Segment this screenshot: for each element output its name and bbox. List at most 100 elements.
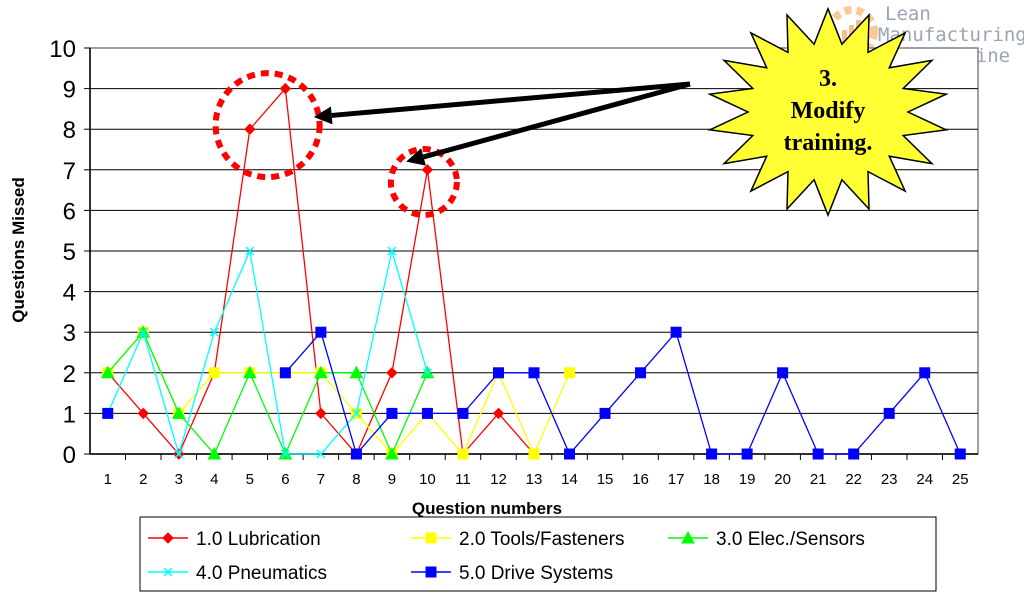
x-axis-label: Question numbers	[412, 499, 562, 518]
series-2-point-11	[457, 448, 469, 460]
series-5-point-15	[599, 407, 611, 419]
x-tick-1: 1	[104, 471, 112, 488]
x-tick-12: 12	[490, 471, 507, 488]
series-3-point-7	[314, 365, 328, 379]
series-5-point-11	[457, 407, 469, 419]
x-tick-17: 17	[668, 471, 685, 488]
series-3-point-1	[100, 365, 115, 379]
y-tick-5: 5	[63, 239, 76, 266]
legend-label-5: 5.0 Drive Systems	[459, 563, 613, 584]
series-1-point-7	[315, 407, 327, 420]
series-4-point-3	[174, 449, 184, 459]
x-tick-20: 20	[774, 471, 791, 488]
x-tick-3: 3	[175, 471, 183, 488]
legend-swatch-marker-5	[425, 566, 437, 578]
series-3-point-3	[171, 406, 186, 419]
series-1-point-5	[244, 123, 256, 135]
y-tick-6: 6	[63, 198, 76, 225]
x-tick-15: 15	[597, 471, 614, 488]
series-2-point-14	[564, 367, 576, 379]
y-tick-3: 3	[63, 320, 76, 347]
legend-label-3: 3.0 Elec./Sensors	[716, 529, 865, 550]
x-tick-4: 4	[210, 471, 218, 488]
y-tick-9: 9	[63, 77, 76, 104]
callout-line-3: training.	[784, 130, 873, 156]
series-1-point-6	[279, 82, 292, 95]
series-4-point-6	[280, 449, 290, 459]
x-tick-9: 9	[388, 471, 396, 488]
series-5	[102, 326, 966, 460]
legend-item-2: 2.0 Tools/Fasteners	[411, 529, 624, 550]
series-5-point-16	[635, 367, 647, 379]
logo-line-2: Manufacturing	[878, 24, 1024, 46]
x-tick-21: 21	[810, 471, 827, 488]
y-tick-8: 8	[63, 117, 76, 144]
series-5-point-17	[670, 326, 682, 338]
legend-item-3: 3.0 Elec./Sensors	[668, 529, 865, 550]
callout-arrows	[313, 81, 691, 166]
series-5-point-1	[102, 407, 114, 419]
series-5-point-13	[528, 367, 540, 379]
x-tick-25: 25	[952, 471, 969, 488]
series-3-point-5	[242, 365, 257, 379]
series-4-point-4	[209, 327, 219, 337]
legend-items: 1.0 Lubrication 2.0 Tools/Fasteners 3.0 El…	[148, 529, 865, 584]
legend-label-2: 2.0 Tools/Fasteners	[459, 529, 624, 550]
series-4-point-10	[422, 368, 432, 378]
series-5-point-9	[386, 407, 398, 419]
callout-line-1: 3.	[819, 66, 837, 92]
x-tick-8: 8	[352, 471, 360, 488]
x-tick-5: 5	[246, 471, 254, 488]
legend-swatch-marker-3	[681, 530, 695, 544]
y-tick-1: 1	[63, 401, 76, 428]
legend-swatch-marker-2	[425, 532, 437, 544]
x-tick-11: 11	[455, 471, 471, 488]
series-5-point-6	[279, 367, 291, 379]
callout-burst	[707, 6, 949, 218]
x-tick-23: 23	[881, 471, 898, 488]
highlight-circle-2	[387, 145, 460, 218]
series-4-line-1	[107, 248, 429, 457]
series-5-point-12	[492, 367, 504, 379]
arrow-2-shaft	[422, 81, 691, 160]
legend-item-5: 5.0 Drive Systems	[411, 563, 613, 584]
series-5-point-23	[883, 407, 895, 419]
series-3-point-9	[385, 446, 399, 460]
series-3-point-4	[207, 446, 222, 460]
callout-line-2: Modify	[791, 98, 866, 124]
y-tick-10: 10	[49, 36, 76, 63]
x-tick-labels: 1 2 3 4 5 6 7 8 9 10 11 12 13 14 15 16 17 18 19 20 21 22 23 24 2…	[104, 454, 969, 488]
series-5-point-14	[564, 448, 576, 460]
x-tick-13: 13	[526, 471, 543, 488]
series-lines	[100, 82, 966, 460]
x-tick-6: 6	[281, 471, 289, 488]
series-2-point-13	[528, 448, 540, 460]
y-axis-label: Questions Missed	[9, 177, 28, 322]
series-5-point-24	[919, 367, 931, 379]
arrow-1-shaft	[331, 81, 691, 118]
series-3-line-1	[107, 331, 429, 456]
x-tick-2: 2	[139, 471, 147, 488]
series-5-point-8	[350, 448, 362, 460]
series-1-point-2	[137, 407, 149, 420]
legend	[139, 516, 937, 592]
x-tick-14: 14	[561, 471, 578, 488]
series-1-point-9	[386, 367, 398, 379]
series-4-point-2	[138, 327, 148, 337]
x-tick-7: 7	[317, 471, 325, 488]
logo-line-1: Lean	[885, 3, 931, 25]
x-tick-18: 18	[703, 471, 720, 488]
series-4-point-8	[351, 408, 361, 418]
series-5-point-7	[315, 326, 327, 338]
series-4-point-5	[245, 246, 255, 256]
arrow-2-head	[406, 148, 426, 166]
series-5-point-25	[954, 448, 966, 460]
series-5-point-22	[848, 448, 860, 460]
y-tick-4: 4	[63, 280, 76, 307]
x-tick-16: 16	[632, 471, 649, 488]
x-tick-22: 22	[845, 471, 862, 488]
x-tick-10: 10	[419, 471, 436, 488]
series-2-point-4	[208, 367, 220, 379]
series-1-point-10	[421, 164, 434, 176]
